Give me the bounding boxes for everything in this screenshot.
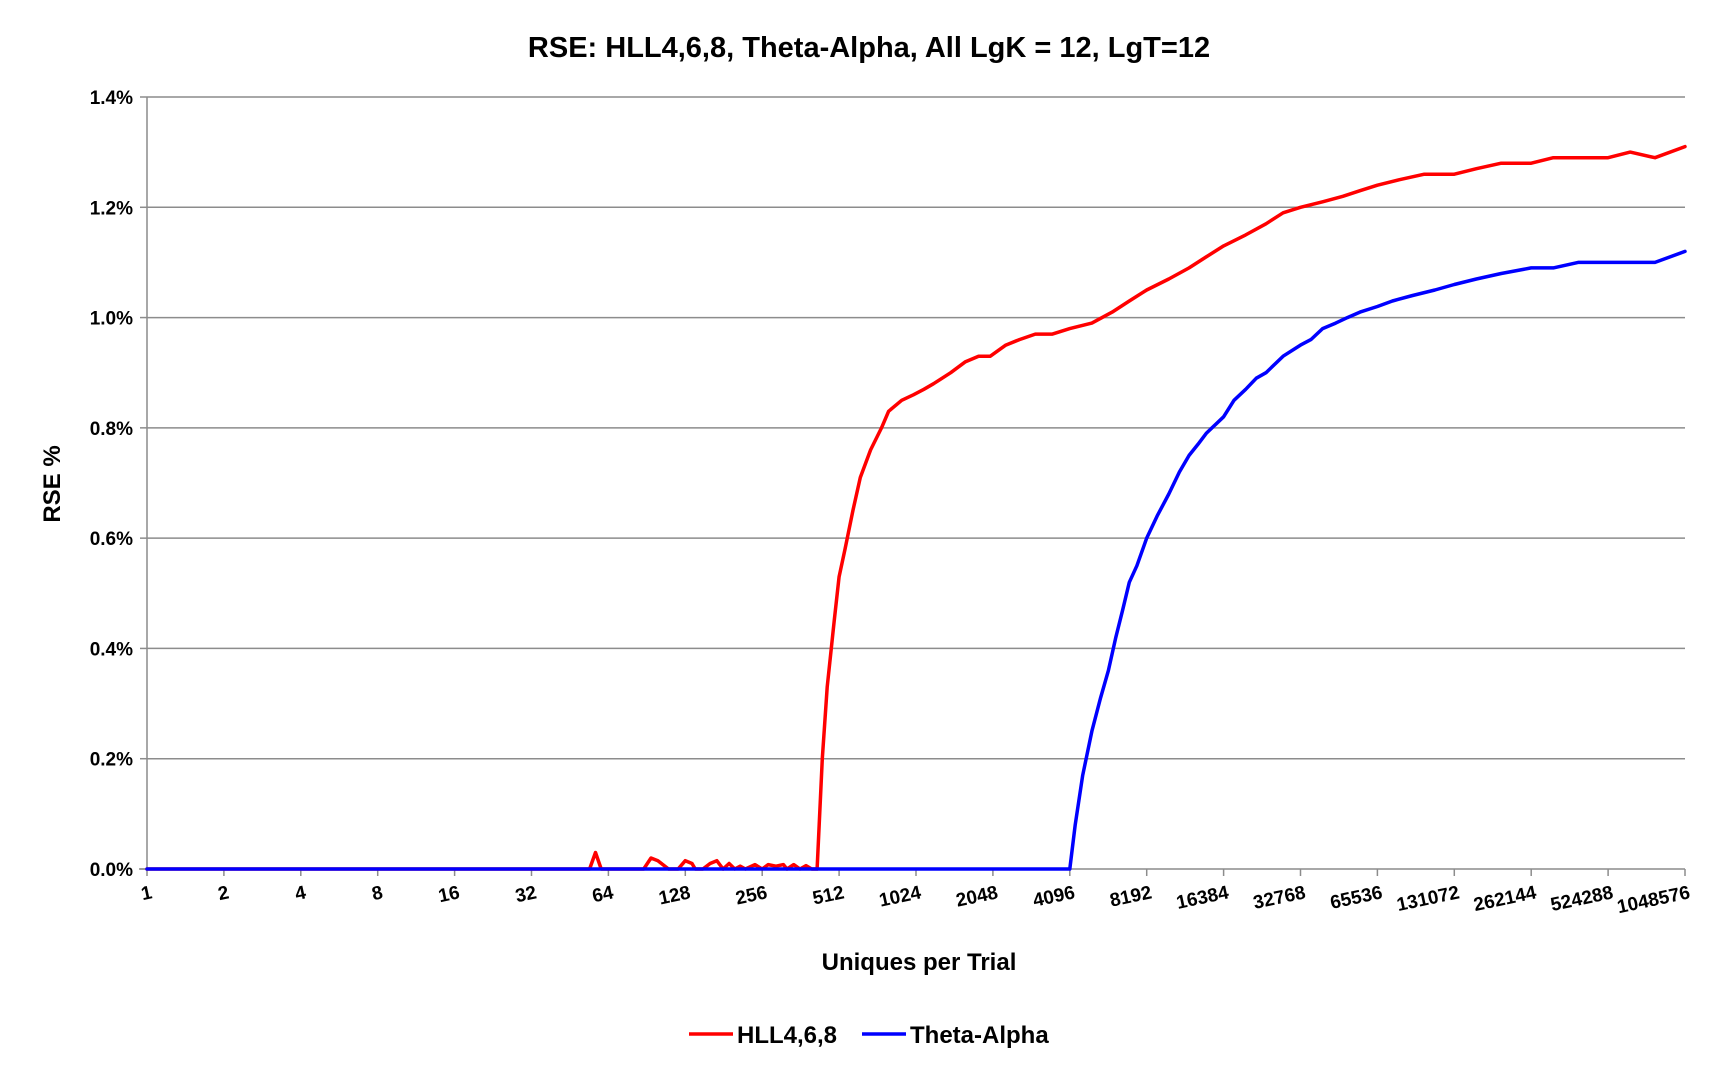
x-tick-label: 1 — [139, 882, 154, 905]
x-tick-label: 2 — [216, 882, 231, 905]
legend-label: Theta-Alpha — [910, 1022, 1049, 1049]
x-tick-label: 4 — [293, 882, 308, 905]
x-tick-label: 64 — [590, 882, 615, 907]
gridlines — [147, 96, 1685, 760]
x-tick-label: 32 — [513, 882, 538, 907]
y-tick-label: 0.8% — [90, 419, 133, 440]
y-tick-label: 0.6% — [90, 529, 133, 550]
y-tick-label: 1.0% — [90, 309, 133, 330]
series-lines — [145, 144, 1687, 871]
y-tick-label: 0.2% — [90, 750, 133, 771]
y-tick-labels: 0.0% 0.2% 0.4% 0.6% 0.8% 1.0% 1.2% 1.4% — [90, 88, 133, 881]
y-tick-label: 0.4% — [90, 639, 133, 660]
series-line-theta-alpha — [145, 249, 1687, 871]
x-tick-label: 16 — [437, 882, 462, 907]
y-axis-title: RSE % — [39, 445, 66, 522]
legend: HLL4,6,8 Theta-Alpha — [689, 1022, 1049, 1049]
legend-label: HLL4,6,8 — [737, 1022, 837, 1049]
y-tick-label: 1.2% — [90, 198, 133, 219]
y-tick-label: 0.0% — [90, 860, 133, 881]
chart-title: RSE: HLL4,6,8, Theta-Alpha, All LgK = 12… — [528, 32, 1210, 64]
x-axis-title: Uniques per Trial — [822, 949, 1017, 976]
y-tick-label: 1.4% — [90, 88, 133, 109]
x-tick-label: 8 — [370, 882, 385, 905]
